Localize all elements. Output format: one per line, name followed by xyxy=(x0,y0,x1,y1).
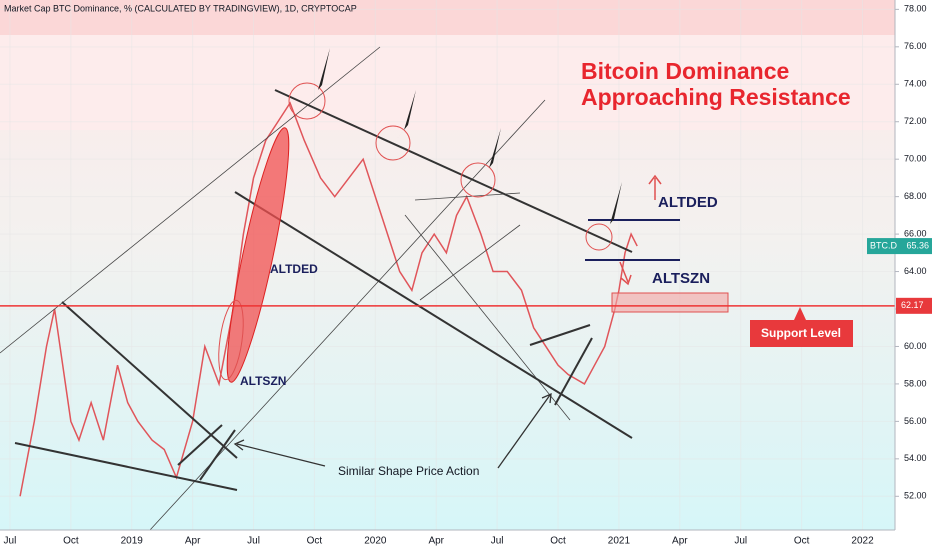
x-tick-label: Apr xyxy=(185,536,201,547)
y-axis-area xyxy=(895,0,932,530)
resistance-zone-top xyxy=(0,0,895,35)
x-tick-label: Apr xyxy=(428,536,444,547)
price-tag-value: 65.36 xyxy=(906,240,929,250)
x-tick-label: Oct xyxy=(794,536,810,547)
x-tick-label: 2022 xyxy=(851,536,874,547)
price-line xyxy=(19,101,638,497)
y-tick-label: 56.00 xyxy=(904,416,927,426)
y-tick-label: 70.00 xyxy=(904,154,927,164)
x-tick-label: Apr xyxy=(672,536,688,547)
chart-title: Approaching Resistance xyxy=(581,84,851,110)
y-tick-label: 78.00 xyxy=(904,4,927,14)
annotation: ALTSZN xyxy=(652,270,710,287)
chart-title: Bitcoin Dominance xyxy=(581,58,789,84)
y-tick-label: 74.00 xyxy=(904,79,927,89)
annotation: ALTSZN xyxy=(240,374,286,388)
annotation: ALTDED xyxy=(270,262,318,276)
annotation: Support Level xyxy=(761,326,841,340)
y-tick-label: 52.00 xyxy=(904,491,927,501)
x-tick-label: 2019 xyxy=(121,536,144,547)
y-tick-label: 72.00 xyxy=(904,116,927,126)
support-tag xyxy=(896,297,932,314)
x-tick-label: 2020 xyxy=(364,536,387,547)
x-axis-area xyxy=(0,530,932,550)
x-tick-label: Jul xyxy=(247,536,260,547)
y-tick-label: 64.00 xyxy=(904,266,927,276)
y-tick-label: 66.00 xyxy=(904,228,927,238)
x-tick-label: Oct xyxy=(550,536,566,547)
x-tick-label: Oct xyxy=(63,536,79,547)
x-tick-label: Jul xyxy=(734,536,747,547)
support-label-box xyxy=(750,307,853,347)
y-tick-label: 60.00 xyxy=(904,341,927,351)
chart-header: Market Cap BTC Dominance, % (CALCULATED … xyxy=(4,3,357,13)
annotation: Similar Shape Price Action xyxy=(338,464,479,478)
x-tick-label: Oct xyxy=(307,536,323,547)
price-tag xyxy=(867,238,932,255)
y-tick-label: 54.00 xyxy=(904,453,927,463)
y-tick-label: 58.00 xyxy=(904,378,927,388)
y-tick-label: 68.00 xyxy=(904,191,927,201)
x-tick-label: 2021 xyxy=(608,536,631,547)
x-tick-label: Jul xyxy=(4,536,17,547)
annotation: ALTDED xyxy=(658,194,718,211)
y-tick-label: 76.00 xyxy=(904,41,927,51)
drawings xyxy=(0,46,729,531)
x-tick-label: Jul xyxy=(491,536,504,547)
price-tag-name: BTC.D xyxy=(870,240,898,250)
support-tag-value: 62.17 xyxy=(901,300,924,310)
